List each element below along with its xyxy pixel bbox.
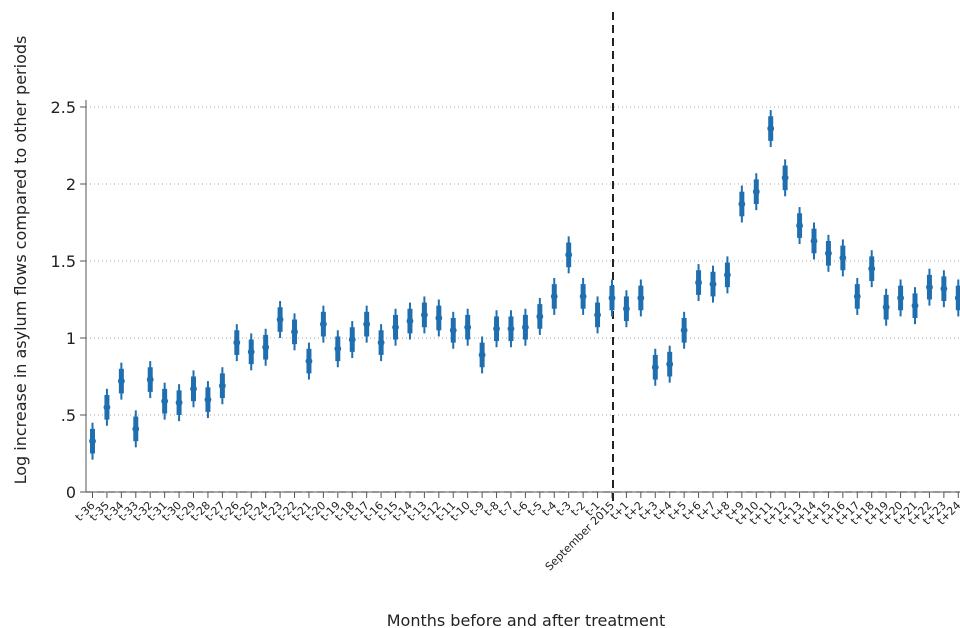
y-tick-label: 1.5	[51, 252, 76, 271]
data-point	[623, 305, 630, 313]
y-tick-label: 0	[66, 483, 76, 502]
data-point	[247, 348, 255, 356]
data-point	[579, 293, 587, 300]
data-point	[868, 265, 876, 273]
data-point	[420, 311, 428, 319]
data-point	[392, 323, 399, 331]
data-point	[666, 360, 674, 368]
data-point	[262, 343, 270, 351]
data-point	[175, 399, 183, 407]
data-point	[406, 317, 414, 325]
data-point	[724, 271, 731, 279]
data-point	[825, 249, 832, 257]
data-point	[911, 302, 919, 310]
data-point	[695, 279, 702, 286]
x-axis-title: Months before and after treatment	[387, 611, 666, 628]
data-point	[608, 294, 616, 302]
data-point	[897, 294, 904, 302]
data-point	[839, 254, 847, 262]
data-point	[752, 188, 760, 196]
data-point	[796, 222, 803, 229]
x-axis-ticks: t-36t-35t-34t-33t-32t-31t-30t-29t-28t-27…	[73, 492, 960, 573]
data-point	[882, 303, 890, 311]
data-point	[493, 325, 500, 333]
y-tick-label: 1	[66, 329, 76, 348]
y-tick-label: 2	[66, 175, 76, 194]
data-point	[940, 285, 948, 293]
data-point	[132, 425, 140, 433]
data-point	[103, 403, 111, 411]
data-point	[204, 396, 212, 403]
data-point	[536, 313, 544, 320]
data-point	[449, 326, 457, 334]
data-point	[117, 377, 125, 385]
data-point	[319, 320, 327, 328]
data-point	[291, 328, 298, 336]
data-point	[276, 316, 284, 323]
data-point	[348, 336, 356, 343]
data-point	[146, 376, 154, 383]
data-point	[190, 385, 197, 393]
data-point	[507, 325, 515, 333]
data-point	[334, 345, 342, 353]
data-point	[305, 357, 313, 365]
data-point	[767, 125, 775, 132]
data-point	[926, 283, 933, 291]
data-point	[478, 351, 486, 359]
data-point	[89, 437, 96, 445]
data-point	[810, 237, 818, 245]
data-point	[594, 311, 601, 319]
y-tick-label: 2.5	[51, 98, 76, 117]
data-point	[954, 294, 960, 302]
data-point	[377, 339, 385, 347]
y-axis-title: Log increase in asylum flows compared to…	[11, 36, 30, 485]
data-points	[89, 110, 960, 460]
data-point	[709, 280, 717, 288]
data-point	[550, 293, 558, 300]
data-point	[435, 314, 443, 322]
data-point	[651, 363, 659, 371]
data-point	[464, 323, 472, 331]
data-point	[233, 339, 241, 347]
data-point	[565, 251, 573, 259]
data-point	[522, 323, 529, 331]
data-point	[161, 397, 169, 405]
data-point	[738, 200, 746, 208]
y-axis-ticks: 0 .5 1 1.5 2 2.5	[51, 98, 86, 502]
data-point	[363, 320, 371, 328]
data-point	[853, 293, 861, 300]
data-point	[637, 294, 645, 302]
data-point	[781, 174, 789, 182]
data-point	[680, 326, 688, 334]
y-tick-label: .5	[61, 406, 76, 425]
data-point	[218, 382, 226, 390]
